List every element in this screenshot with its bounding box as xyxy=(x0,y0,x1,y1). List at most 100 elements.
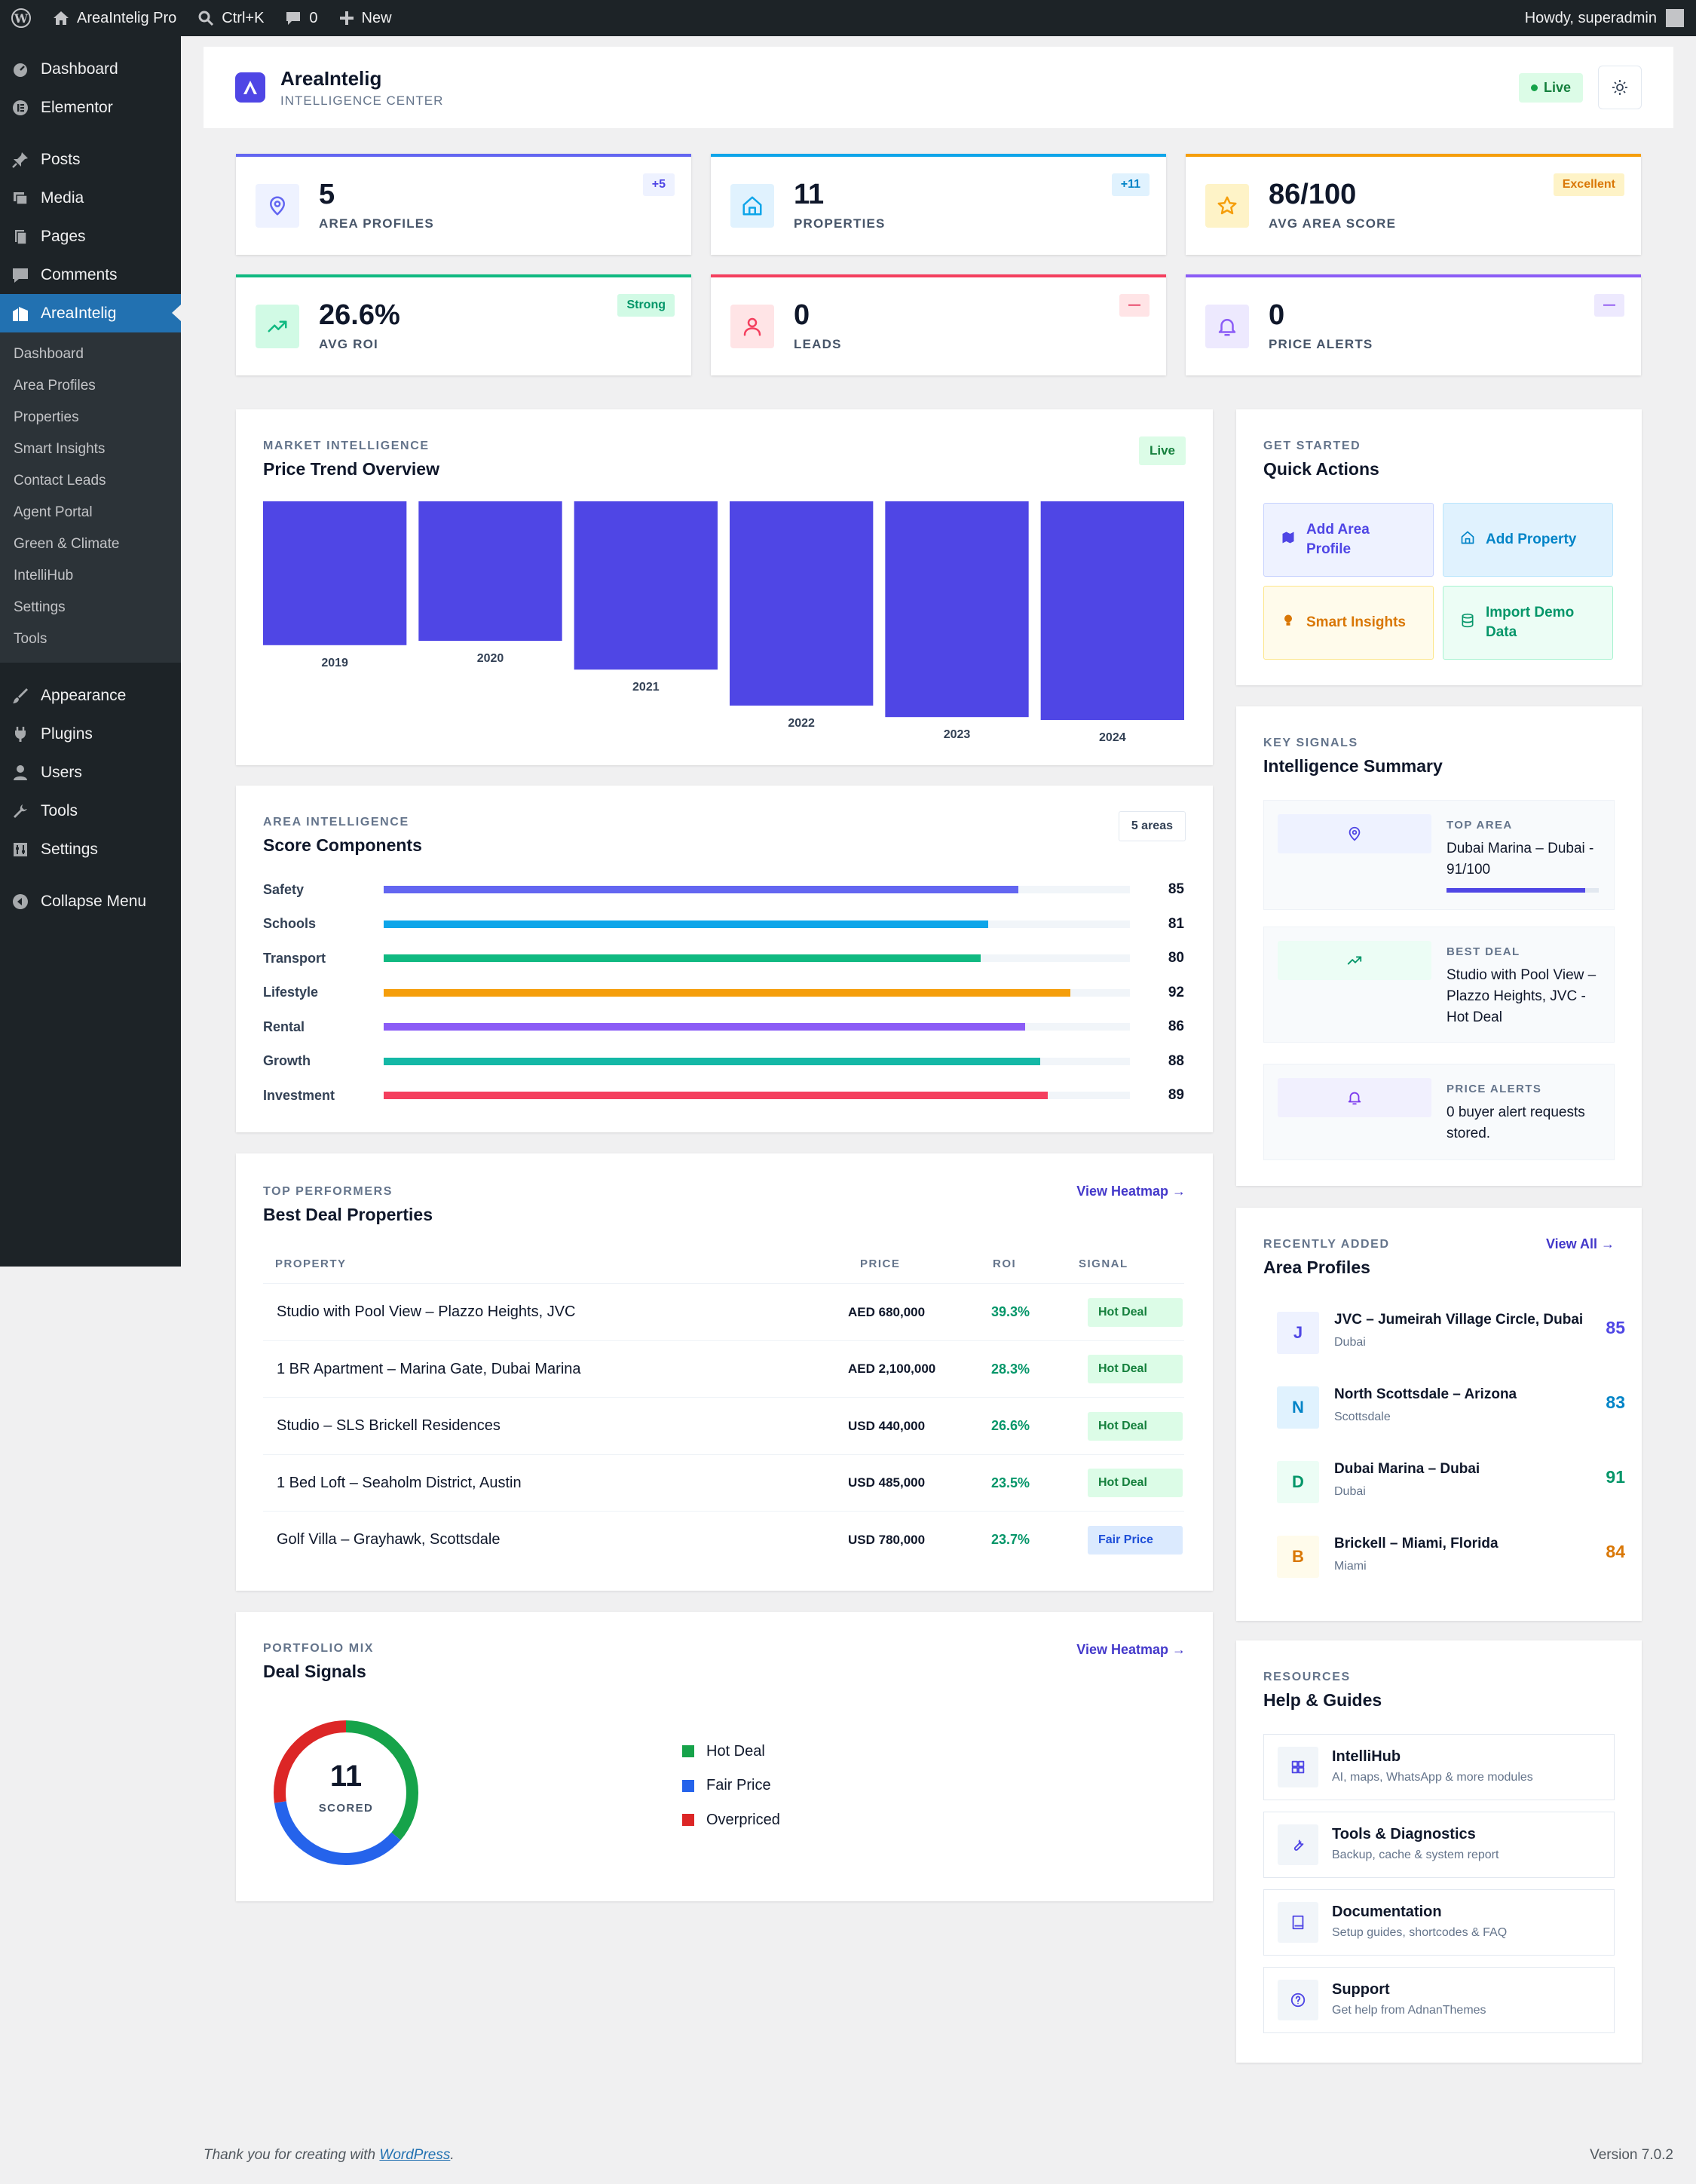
view-heatmap-link-2[interactable]: View Heatmap → xyxy=(1076,1642,1186,1657)
sidebar-item-settings[interactable]: Settings xyxy=(0,830,181,868)
sidebar-item-users[interactable]: Users xyxy=(0,753,181,792)
area-initial: D xyxy=(1277,1461,1319,1503)
list-item[interactable]: D Dubai Marina – Dubai Dubai 91 xyxy=(1263,1453,1625,1511)
stat-value: 0 xyxy=(1269,299,1285,331)
help-item-documentation[interactable]: Documentation Setup guides, shortcodes & … xyxy=(1263,1889,1615,1956)
summary-eyebrow: KEY SIGNALS xyxy=(1263,737,1358,749)
person-icon xyxy=(730,305,774,348)
property-price: USD 780,000 xyxy=(848,1532,926,1547)
sidebar-item-tools[interactable]: Tools xyxy=(0,792,181,830)
submenu-item-settings[interactable]: Settings xyxy=(14,599,66,615)
smart-insights-button[interactable]: Smart Insights xyxy=(1263,586,1434,660)
tick-label-2023: 2023 xyxy=(944,728,971,741)
sidebar-item-label: Elementor xyxy=(41,98,113,116)
import-demo-data-button[interactable]: Import Demo Data xyxy=(1443,586,1613,660)
stat-label: AVG AREA SCORE xyxy=(1269,216,1397,231)
stat-card-area-profiles: 5 AREA PROFILES +5 xyxy=(236,154,691,255)
col-price: PRICE xyxy=(860,1257,901,1270)
area-name: Brickell – Miami, Florida xyxy=(1334,1536,1499,1551)
view-all-link[interactable]: View All → xyxy=(1545,1236,1615,1251)
help-item-tools-diagnostics[interactable]: Tools & Diagnostics Backup, cache & syste… xyxy=(1263,1812,1615,1878)
area-initial: J xyxy=(1277,1312,1319,1354)
list-item[interactable]: N North Scottsdale – Arizona Scottsdale 83 xyxy=(1263,1379,1625,1436)
submenu-item-tools[interactable]: Tools xyxy=(14,631,47,647)
sidebar-item-posts[interactable]: Posts xyxy=(0,140,181,179)
price-trend-eyebrow: MARKET INTELLIGENCE xyxy=(263,440,430,452)
area-score: 85 xyxy=(1606,1318,1625,1337)
submenu-item-green-climate[interactable]: Green & Climate xyxy=(14,536,120,552)
search-shortcut[interactable]: Ctrl+K xyxy=(187,0,274,36)
sidebar-item-label: Dashboard xyxy=(41,60,118,78)
submenu-item-agent-portal[interactable]: Agent Portal xyxy=(14,504,93,520)
submenu-item-intellihub[interactable]: IntelliHub xyxy=(14,568,74,584)
sidebar-item-comments[interactable]: Comments xyxy=(0,256,181,294)
quick-actions-eyebrow: GET STARTED xyxy=(1263,440,1361,452)
submenu-item-properties[interactable]: Properties xyxy=(14,409,79,425)
property-name: Golf Villa – Grayhawk, Scottsdale xyxy=(277,1531,501,1548)
submenu-item-area-profiles[interactable]: Area Profiles xyxy=(14,378,96,394)
sidebar-item-pages[interactable]: Pages xyxy=(0,217,181,256)
wordpress-logo-icon[interactable]: W xyxy=(0,0,42,36)
table-row[interactable]: 1 Bed Loft – Seaholm District, Austin USD… xyxy=(263,1453,1184,1511)
help-item-support[interactable]: Support Get help from AdnanThemes xyxy=(1263,1967,1615,2033)
table-row[interactable]: 1 BR Apartment – Marina Gate, Dubai Mari… xyxy=(263,1340,1184,1397)
table-row[interactable]: Studio – SLS Brickell Residences USD 440,… xyxy=(263,1397,1184,1453)
submenu-item-contact-leads[interactable]: Contact Leads xyxy=(14,473,106,489)
site-name-link[interactable]: AreaIntelig Pro xyxy=(42,0,187,36)
property-name: 1 BR Apartment – Marina Gate, Dubai Mari… xyxy=(277,1360,581,1377)
legend-swatch xyxy=(682,1745,694,1757)
quick-action-label: Smart Insights xyxy=(1306,614,1406,630)
sidebar-item-areaintelig[interactable]: AreaIntelig xyxy=(0,294,181,332)
intelligence-summary-panel: KEY SIGNALS Intelligence Summary TOP ARE… xyxy=(1236,706,1642,1186)
help-title: Support xyxy=(1332,1981,1390,1998)
brush-icon xyxy=(11,686,30,706)
property-roi: 23.5% xyxy=(991,1475,1030,1490)
best-deals-panel: TOP PERFORMERS Best Deal Properties View… xyxy=(236,1153,1213,1591)
legend-swatch xyxy=(682,1779,694,1792)
signal-badge: Hot Deal xyxy=(1088,1411,1183,1441)
sidebar-item-media[interactable]: Media xyxy=(0,179,181,217)
table-row[interactable]: Golf Villa – Grayhawk, Scottsdale USD 780… xyxy=(263,1511,1184,1567)
submenu-item-smart-insights[interactable]: Smart Insights xyxy=(14,441,106,457)
score-label: Growth xyxy=(263,1053,311,1068)
area-score: 91 xyxy=(1606,1467,1625,1487)
list-item[interactable]: J JVC – Jumeirah Village Circle, Dubai Dub… xyxy=(1263,1304,1625,1362)
collapse-menu-button[interactable]: Collapse Menu xyxy=(0,882,181,920)
new-content-link[interactable]: New xyxy=(329,0,403,36)
submenu-item-dashboard[interactable]: Dashboard xyxy=(14,346,84,362)
area-sub: Miami xyxy=(1334,1560,1367,1573)
deal-signals-donut xyxy=(274,1720,418,1865)
wordpress-link[interactable]: WordPress xyxy=(379,2147,451,2163)
plug-icon xyxy=(11,724,30,744)
user-icon xyxy=(11,763,30,783)
table-row[interactable]: Studio with Pool View – Plazzo Heights, … xyxy=(263,1283,1184,1340)
sidebar-item-plugins[interactable]: Plugins xyxy=(0,715,181,753)
stat-label: AREA PROFILES xyxy=(319,216,434,231)
list-item[interactable]: B Brickell – Miami, Florida Miami 84 xyxy=(1263,1528,1625,1585)
add-property-button[interactable]: Add Property xyxy=(1443,503,1613,577)
account-menu[interactable]: Howdy, superadmin xyxy=(1525,9,1696,27)
sidebar-item-dashboard[interactable]: Dashboard xyxy=(0,50,181,88)
score-track xyxy=(384,1057,1130,1065)
sidebar-item-appearance[interactable]: Appearance xyxy=(0,676,181,715)
sidebar-item-label: Comments xyxy=(41,265,118,283)
donut-slice-overpriced xyxy=(274,1720,418,1865)
score-row-investment: Investment 89 xyxy=(263,1086,1184,1104)
home-icon xyxy=(54,11,69,25)
live-status-badge: Live xyxy=(1518,72,1583,103)
comments-link[interactable]: 0 xyxy=(274,0,328,36)
view-heatmap-link[interactable]: View Heatmap → xyxy=(1076,1184,1186,1199)
help-title: Help & Guides xyxy=(1263,1690,1382,1710)
score-value: 88 xyxy=(1168,1052,1184,1069)
help-item-intellihub[interactable]: IntelliHub AI, maps, WhatsApp & more modu… xyxy=(1263,1734,1615,1800)
score-value: 92 xyxy=(1168,984,1184,1000)
admin-bar: W AreaIntelig Pro Ctrl+K 0 New Howdy, su… xyxy=(0,0,1696,36)
add-area-profile-button[interactable]: Add Area Profile xyxy=(1263,503,1434,577)
score-value: 85 xyxy=(1168,881,1184,897)
sidebar-item-label: Settings xyxy=(41,840,98,858)
score-label: Rental xyxy=(263,1018,305,1034)
sidebar-item-elementor[interactable]: Elementor xyxy=(0,88,181,127)
tick-label-2019: 2019 xyxy=(321,657,348,669)
theme-toggle-button[interactable] xyxy=(1598,66,1642,109)
area-sub: Dubai xyxy=(1334,1336,1366,1349)
